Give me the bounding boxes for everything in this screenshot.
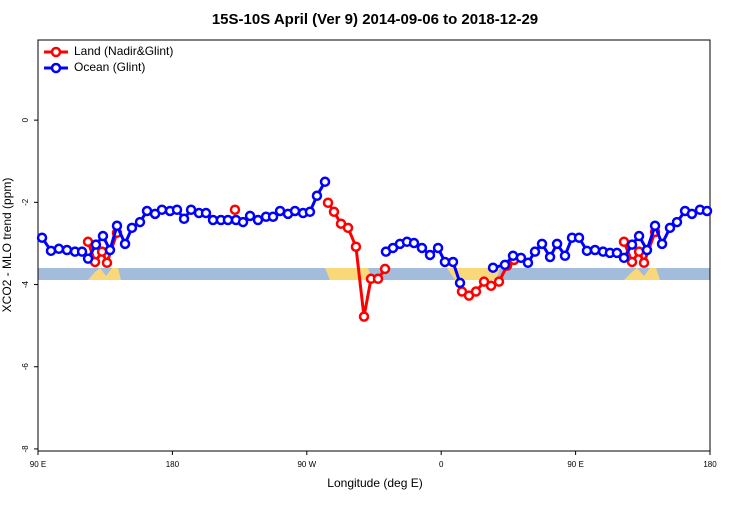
data-point bbox=[101, 257, 113, 269]
data-point bbox=[439, 256, 451, 268]
legend-marker bbox=[50, 62, 62, 74]
data-point bbox=[454, 277, 466, 289]
data-point bbox=[686, 208, 698, 220]
data-point bbox=[111, 220, 123, 232]
data-point bbox=[633, 230, 645, 242]
surface-band bbox=[38, 268, 710, 280]
data-point bbox=[237, 216, 249, 228]
data-point bbox=[328, 206, 340, 218]
data-point bbox=[515, 252, 527, 264]
y-tick-label: -4 bbox=[21, 280, 30, 288]
data-point bbox=[618, 236, 630, 248]
data-point bbox=[90, 239, 102, 250]
land-band bbox=[325, 268, 372, 280]
data-point bbox=[222, 214, 234, 226]
data-point bbox=[626, 256, 638, 268]
data-point bbox=[573, 232, 585, 243]
data-point bbox=[618, 252, 630, 264]
data-point bbox=[311, 190, 323, 202]
data-point bbox=[252, 214, 264, 226]
data-point bbox=[447, 256, 459, 268]
data-point bbox=[379, 263, 391, 275]
data-point bbox=[104, 244, 116, 256]
data-point bbox=[485, 280, 497, 292]
y-tick-label: -2 bbox=[21, 198, 30, 206]
data-point bbox=[61, 244, 73, 256]
x-tick-label: 90 E bbox=[567, 460, 583, 469]
series-line bbox=[40, 181, 708, 284]
x-tick-label: 90 W bbox=[297, 460, 316, 469]
legend-label: Ocean (Glint) bbox=[74, 60, 145, 74]
data-point bbox=[649, 220, 661, 232]
data-point bbox=[171, 204, 183, 215]
data-point bbox=[304, 206, 316, 218]
data-point bbox=[156, 204, 168, 215]
data-point bbox=[289, 205, 301, 217]
data-point bbox=[671, 216, 683, 228]
data-point bbox=[372, 273, 384, 285]
y-tick-label: -8 bbox=[21, 445, 30, 453]
data-point bbox=[470, 286, 482, 297]
data-point bbox=[536, 238, 548, 250]
ocean-band bbox=[38, 268, 710, 280]
data-point bbox=[134, 216, 146, 228]
data-point bbox=[529, 246, 541, 257]
data-point bbox=[487, 262, 499, 273]
data-point bbox=[229, 204, 241, 215]
series-line bbox=[86, 201, 657, 317]
data-point bbox=[76, 246, 88, 257]
data-point bbox=[178, 213, 190, 225]
data-point bbox=[267, 211, 279, 222]
chart-title: 15S-10S April (Ver 9) 2014-09-06 to 2018… bbox=[212, 11, 538, 28]
data-point bbox=[416, 242, 428, 254]
x-tick-label: 90 E bbox=[30, 460, 46, 469]
data-point bbox=[408, 237, 420, 249]
data-point bbox=[358, 311, 370, 322]
plot-frame bbox=[37, 39, 711, 452]
data-point bbox=[36, 232, 48, 243]
data-point bbox=[432, 242, 444, 254]
data-point bbox=[97, 230, 109, 242]
data-point bbox=[53, 243, 65, 255]
land-band bbox=[88, 268, 121, 280]
data-point bbox=[664, 222, 676, 234]
legend-marker bbox=[50, 46, 62, 58]
data-point bbox=[342, 222, 354, 234]
data-point bbox=[493, 276, 505, 287]
x-tick-label: 0 bbox=[439, 460, 444, 469]
data-point bbox=[656, 238, 668, 250]
data-point bbox=[589, 244, 601, 256]
x-tick-label: 180 bbox=[166, 460, 180, 469]
data-point bbox=[638, 257, 650, 269]
legend-label: Land (Nadir&Glint) bbox=[74, 44, 173, 58]
data-point bbox=[119, 238, 131, 250]
data-point bbox=[559, 250, 571, 262]
land-band bbox=[447, 268, 500, 280]
data-point bbox=[641, 244, 653, 256]
data-point bbox=[522, 257, 534, 269]
data-point bbox=[424, 249, 436, 261]
data-point bbox=[244, 210, 256, 222]
y-tick-label: 0 bbox=[21, 117, 30, 122]
data-point bbox=[581, 245, 593, 257]
y-tick-label: -6 bbox=[21, 363, 30, 371]
data-point bbox=[141, 205, 153, 217]
y-axis-label: XCO2 - MLO trend (ppm) bbox=[0, 178, 14, 313]
x-tick-label: 180 bbox=[703, 460, 717, 469]
land-band bbox=[624, 268, 660, 280]
data-point bbox=[319, 176, 331, 188]
data-point bbox=[126, 222, 138, 234]
data-point bbox=[551, 238, 563, 250]
x-axis-label: Longitude (deg E) bbox=[327, 476, 422, 490]
data-point bbox=[701, 205, 713, 217]
data-point bbox=[200, 207, 212, 219]
data-point bbox=[322, 197, 334, 209]
data-point bbox=[350, 241, 362, 252]
data-point bbox=[499, 259, 511, 271]
data-point bbox=[82, 253, 94, 264]
data-point bbox=[611, 247, 623, 259]
data-point bbox=[544, 251, 556, 263]
data-point bbox=[626, 239, 638, 250]
